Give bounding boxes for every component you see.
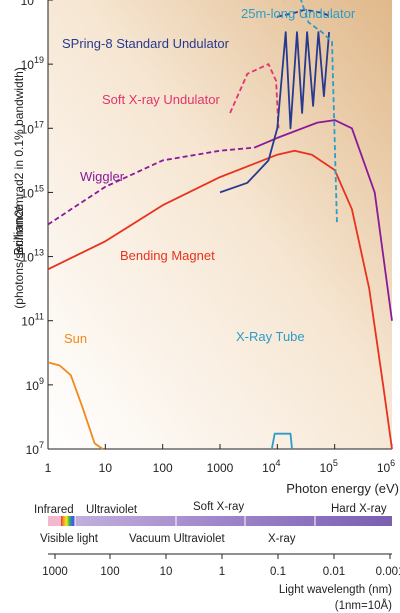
x-tick-label: 106 bbox=[377, 458, 395, 475]
wavelength-tick-label: 0.1 bbox=[270, 566, 286, 578]
x-tick-label: 1000 bbox=[207, 461, 234, 475]
plot-area bbox=[48, 0, 392, 449]
series-wiggler-3 bbox=[254, 119, 393, 321]
y-axis-prefix: Brilliance bbox=[12, 205, 26, 256]
band-ultraviolet: Ultraviolet bbox=[86, 504, 138, 516]
series-bending-magnet-1 bbox=[47, 149, 393, 450]
y-tick-label: 107 bbox=[26, 440, 44, 457]
label-soft-xray-undulator: Soft X-ray Undulator bbox=[102, 92, 220, 107]
band-hard-xray: Hard X-ray bbox=[331, 503, 387, 515]
y-axis-title: Brilliance bbox=[12, 205, 26, 256]
band-infrared: Infrared bbox=[34, 504, 74, 516]
wavelength-tick-label: 1000 bbox=[42, 566, 68, 578]
x-tick-label: 100 bbox=[153, 461, 173, 475]
band-xray: X-ray bbox=[268, 533, 296, 545]
x-tick-label: 105 bbox=[319, 458, 337, 475]
series-sun-0 bbox=[47, 361, 104, 450]
y-tick-label: 1015 bbox=[21, 183, 44, 200]
x-axis-title: Photon energy (eV) bbox=[286, 481, 399, 496]
series-25m-long-undulator-7 bbox=[283, 0, 338, 225]
infrared-band bbox=[48, 516, 61, 526]
y-tick-label: 1013 bbox=[21, 248, 44, 265]
label-spring8-undulator: SPring-8 Standard Undulator bbox=[62, 36, 230, 51]
wavelength-tick-label: 0.01 bbox=[323, 566, 345, 578]
y-tick-label: 1021 bbox=[21, 0, 44, 8]
wavelength-tick-label: 10 bbox=[160, 566, 173, 578]
band-vacuum-ultraviolet: Vacuum Ultraviolet bbox=[129, 533, 225, 545]
label-xray-tube: X-Ray Tube bbox=[236, 329, 305, 344]
band-visible-light: Visible light bbox=[40, 533, 99, 545]
wavelength-label: Light wavelength (nm) bbox=[279, 584, 392, 596]
wavelength-tick-label: 1 bbox=[219, 566, 225, 578]
y-tick-label: 109 bbox=[26, 376, 44, 393]
x-tick-label: 1 bbox=[45, 461, 52, 475]
label-wiggler: Wiggler bbox=[80, 169, 125, 184]
wavelength-note: (1nm=10Å) bbox=[335, 599, 392, 612]
label-25m-undulator: 25m-long Undulator bbox=[241, 6, 356, 21]
series-wiggler-2 bbox=[47, 146, 255, 226]
wavelength-tick-label: 100 bbox=[100, 566, 119, 578]
y-tick-label: 1017 bbox=[21, 119, 44, 136]
wavelength-tick-label: 0.001 bbox=[376, 566, 400, 578]
label-sun: Sun bbox=[64, 331, 87, 346]
y-tick-label: 1019 bbox=[21, 55, 44, 72]
y-axis-label: (photons/sec/mm2/mrad2 in 0.1% bandwidth… bbox=[12, 67, 26, 308]
y-tick-label: 1011 bbox=[21, 312, 44, 329]
spectrum-band bbox=[48, 516, 392, 526]
x-tick-label: 10 bbox=[99, 461, 113, 475]
series-spring-8-standard-undulator-5 bbox=[219, 31, 330, 194]
series-soft-x-ray-undulator-4 bbox=[229, 63, 280, 129]
band-soft-xray: Soft X-ray bbox=[193, 501, 244, 513]
series-x-ray-tube-8 bbox=[270, 432, 293, 450]
label-bending-magnet: Bending Magnet bbox=[120, 248, 215, 263]
visible-light-band bbox=[61, 516, 75, 526]
x-tick-label: 104 bbox=[262, 458, 280, 475]
spectrum-bar bbox=[48, 516, 392, 526]
